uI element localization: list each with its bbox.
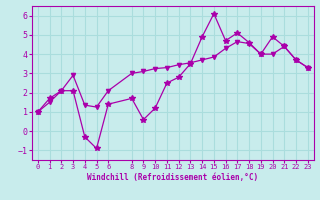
X-axis label: Windchill (Refroidissement éolien,°C): Windchill (Refroidissement éolien,°C)	[87, 173, 258, 182]
